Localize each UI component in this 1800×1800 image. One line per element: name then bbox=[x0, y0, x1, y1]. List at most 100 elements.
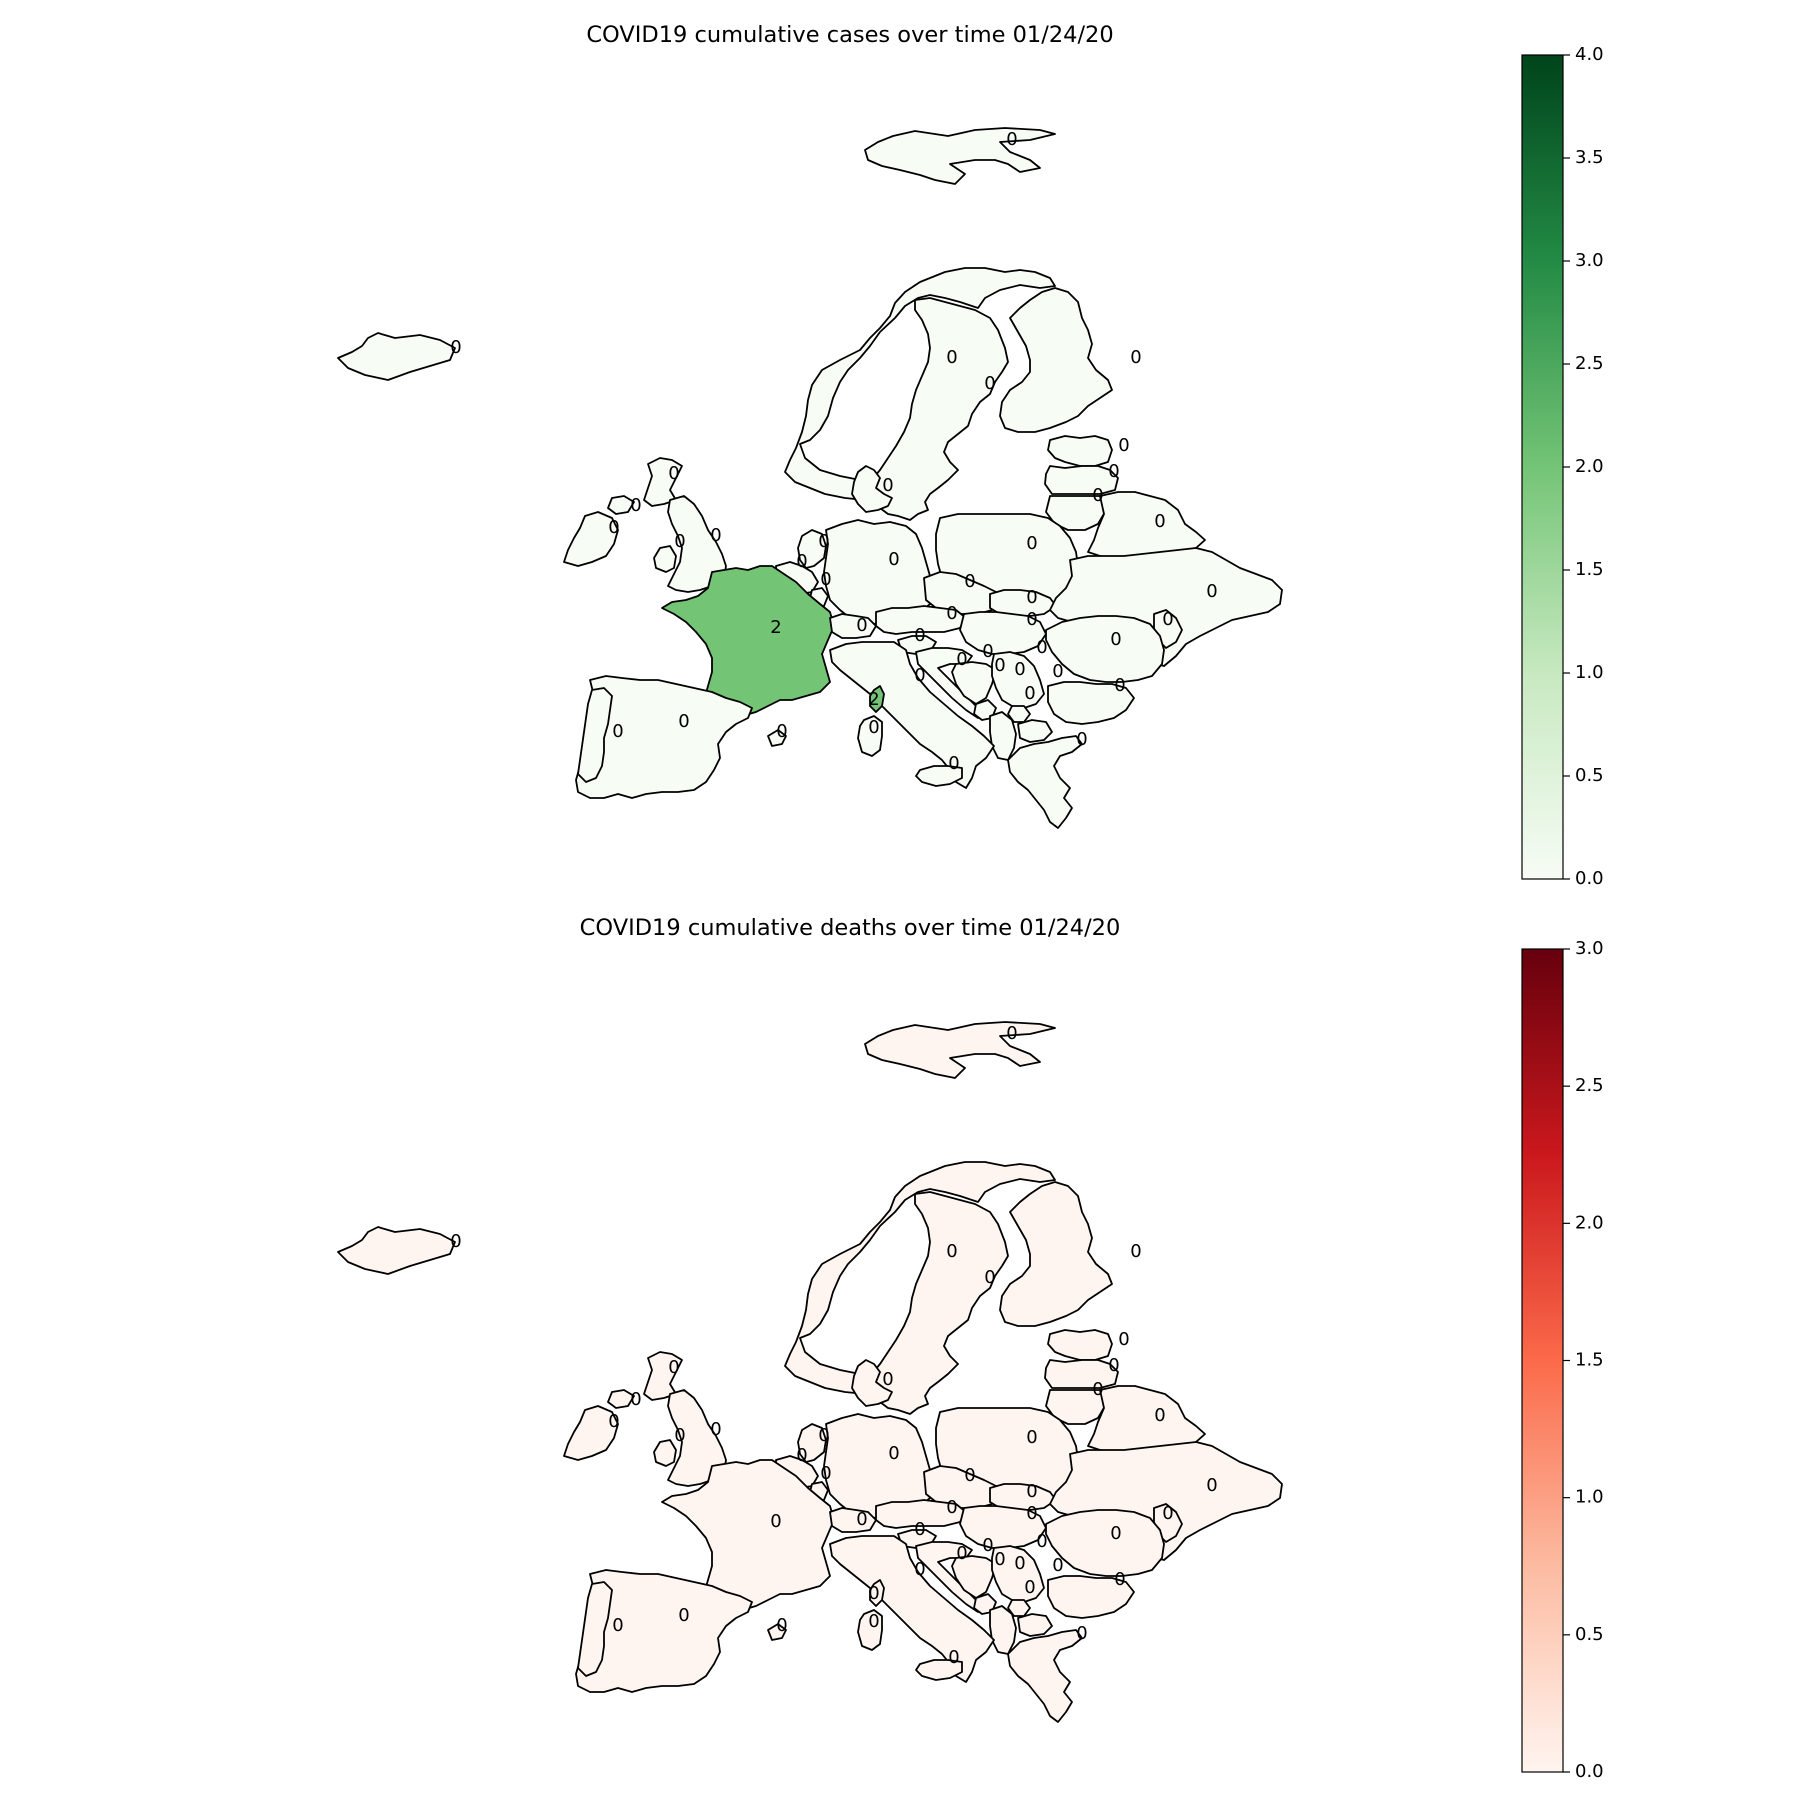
deaths-value-label: 0 bbox=[678, 1605, 689, 1626]
deaths-value-label: 0 bbox=[674, 1425, 685, 1446]
deaths-region-portugal bbox=[577, 1581, 613, 1677]
deaths-value-label: 0 bbox=[608, 1411, 619, 1432]
cases-value-label: 2 bbox=[770, 617, 781, 638]
cases-colorbar-bar bbox=[1521, 54, 1564, 880]
cases-value-label: 0 bbox=[1026, 533, 1037, 554]
deaths-value-label: 0 bbox=[776, 1615, 787, 1636]
deaths-region-balearic-islands bbox=[767, 1623, 787, 1641]
cases-value-label: 0 bbox=[1006, 129, 1017, 150]
deaths-region-albania bbox=[989, 1605, 1017, 1655]
cases-region-estonia bbox=[1047, 435, 1113, 467]
cases-value-label: 2 bbox=[868, 689, 879, 710]
deaths-map-countries bbox=[337, 1021, 1283, 1723]
cases-value-label: 0 bbox=[796, 551, 807, 572]
cases-colorbar-tick-label: 3.5 bbox=[1575, 147, 1604, 168]
cases-value-label: 0 bbox=[818, 531, 829, 552]
cases-value-label: 0 bbox=[630, 495, 641, 516]
deaths-value-label: 0 bbox=[818, 1425, 829, 1446]
cases-region-portugal bbox=[577, 687, 613, 783]
cases-region-northern-ireland bbox=[607, 495, 635, 515]
deaths-value-label: 0 bbox=[964, 1465, 975, 1486]
deaths-value-label: 0 bbox=[982, 1535, 993, 1556]
cases-region-sicily bbox=[915, 765, 963, 787]
deaths-region-greece bbox=[1007, 1629, 1083, 1723]
deaths-region-north-macedonia bbox=[1017, 1613, 1053, 1637]
deaths-region-bulgaria bbox=[1047, 1575, 1135, 1619]
deaths-value-label: 0 bbox=[1108, 1355, 1119, 1376]
deaths-region-latvia bbox=[1044, 1359, 1119, 1389]
cases-region-bulgaria bbox=[1047, 681, 1135, 725]
cases-colorbar-tick-label: 2.0 bbox=[1575, 456, 1604, 477]
cases-value-label: 0 bbox=[856, 615, 867, 636]
deaths-value-label: 0 bbox=[1026, 1427, 1037, 1448]
cases-map-title: COVID19 cumulative cases over time 01/24… bbox=[586, 22, 1113, 48]
deaths-value-label: 0 bbox=[1118, 1329, 1129, 1350]
cases-value-label: 0 bbox=[1026, 609, 1037, 630]
deaths-map-title: COVID19 cumulative deaths over time 01/2… bbox=[580, 915, 1121, 941]
cases-value-label: 0 bbox=[1108, 461, 1119, 482]
cases-value-label: 0 bbox=[868, 717, 879, 738]
deaths-region-united-kingdom bbox=[667, 1389, 727, 1487]
cases-region-sweden bbox=[867, 297, 1009, 521]
cases-value-label: 0 bbox=[994, 655, 1005, 676]
deaths-region-serbia bbox=[991, 1545, 1045, 1603]
cases-value-label: 0 bbox=[608, 517, 619, 538]
cases-value-label: 0 bbox=[668, 463, 679, 484]
deaths-colorbar-tick-label: 3.0 bbox=[1575, 938, 1604, 959]
deaths-value-label: 0 bbox=[1006, 1023, 1017, 1044]
deaths-value-label: 0 bbox=[868, 1611, 879, 1632]
cases-value-label: 0 bbox=[1162, 609, 1173, 630]
deaths-region-iceland bbox=[337, 1226, 456, 1275]
cases-value-label: 0 bbox=[674, 531, 685, 552]
cases-region-sardinia bbox=[857, 715, 883, 757]
cases-value-label: 0 bbox=[984, 373, 995, 394]
deaths-value-label: 0 bbox=[1092, 1379, 1103, 1400]
cases-region-greece bbox=[1007, 735, 1083, 829]
deaths-region-denmark bbox=[851, 1359, 893, 1407]
deaths-region-bosnia bbox=[951, 1555, 997, 1599]
cases-value-label: 0 bbox=[1110, 629, 1121, 650]
cases-value-label: 0 bbox=[1052, 661, 1063, 682]
cases-value-label: 0 bbox=[914, 625, 925, 646]
deaths-value-label: 0 bbox=[710, 1419, 721, 1440]
cases-value-label: 0 bbox=[710, 525, 721, 546]
cases-region-united-kingdom bbox=[667, 495, 727, 593]
cases-region-ireland bbox=[563, 511, 619, 567]
deaths-value-label: 0 bbox=[984, 1267, 995, 1288]
deaths-region-estonia bbox=[1047, 1329, 1113, 1361]
cases-value-label: 0 bbox=[678, 711, 689, 732]
cases-value-label: 0 bbox=[946, 603, 957, 624]
deaths-region-ireland bbox=[563, 1405, 619, 1461]
cases-value-label: 0 bbox=[1118, 435, 1129, 456]
cases-value-label: 0 bbox=[888, 549, 899, 570]
deaths-value-label: 0 bbox=[956, 1543, 967, 1564]
cases-map-panel: COVID19 cumulative cases over time 01/24… bbox=[337, 22, 1604, 889]
deaths-value-label: 0 bbox=[796, 1445, 807, 1466]
deaths-value-label: 0 bbox=[820, 1463, 831, 1484]
cases-colorbar-tick-label: 2.5 bbox=[1575, 353, 1604, 374]
deaths-value-label: 0 bbox=[612, 1615, 623, 1636]
deaths-value-label: 0 bbox=[888, 1443, 899, 1464]
cases-value-label: 0 bbox=[982, 641, 993, 662]
cases-value-label: 0 bbox=[1092, 485, 1103, 506]
cases-region-corsica bbox=[869, 685, 885, 713]
deaths-value-label: 0 bbox=[1026, 1481, 1037, 1502]
deaths-value-label: 0 bbox=[946, 1497, 957, 1518]
cases-region-serbia bbox=[991, 651, 1045, 709]
cases-region-albania bbox=[989, 711, 1017, 761]
deaths-value-label: 0 bbox=[1024, 1577, 1035, 1598]
cases-value-label: 0 bbox=[820, 569, 831, 590]
deaths-colorbar-bar bbox=[1521, 948, 1564, 1773]
cases-region-balearic-islands bbox=[767, 729, 787, 747]
cases-value-label: 0 bbox=[956, 649, 967, 670]
deaths-value-label: 0 bbox=[1206, 1475, 1217, 1496]
deaths-colorbar: 0.0 0.5 1.0 1.5 2.0 2.5 3.0 bbox=[1521, 938, 1604, 1782]
cases-value-label: 0 bbox=[1206, 581, 1217, 602]
cases-map-countries bbox=[337, 127, 1283, 829]
deaths-region-finland bbox=[999, 1181, 1113, 1327]
cases-value-label: 0 bbox=[964, 571, 975, 592]
cases-value-label: 0 bbox=[612, 721, 623, 742]
deaths-region-sicily bbox=[915, 1659, 963, 1681]
deaths-value-label: 0 bbox=[1110, 1523, 1121, 1544]
